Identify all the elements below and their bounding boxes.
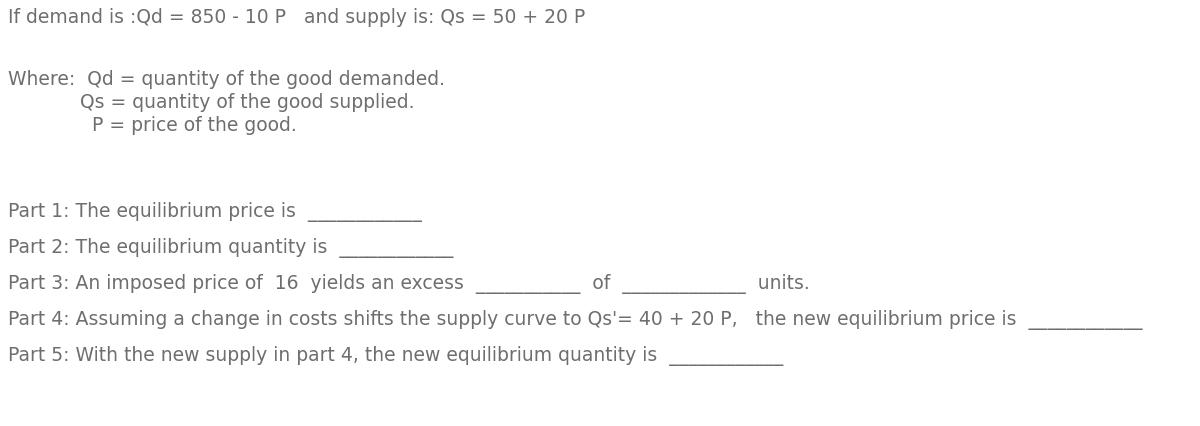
Text: If demand is :Qd = 850 - 10 P   and supply is: Qs = 50 + 20 P: If demand is :Qd = 850 - 10 P and supply…	[8, 8, 586, 27]
Text: Part 4: Assuming a change in costs shifts the supply curve to Qs'= 40 + 20 P,   : Part 4: Assuming a change in costs shift…	[8, 310, 1142, 330]
Text: Part 5: With the new supply in part 4, the new equilibrium quantity is  ________: Part 5: With the new supply in part 4, t…	[8, 346, 784, 366]
Text: P = price of the good.: P = price of the good.	[8, 116, 296, 135]
Text: Part 2: The equilibrium quantity is  ____________: Part 2: The equilibrium quantity is ____…	[8, 238, 454, 258]
Text: Qs = quantity of the good supplied.: Qs = quantity of the good supplied.	[8, 93, 414, 112]
Text: Part 3: An imposed price of  16  yields an excess  ___________  of  ____________: Part 3: An imposed price of 16 yields an…	[8, 274, 810, 294]
Text: Part 1: The equilibrium price is  ____________: Part 1: The equilibrium price is _______…	[8, 202, 422, 222]
Text: Where:  Qd = quantity of the good demanded.: Where: Qd = quantity of the good demande…	[8, 70, 445, 89]
